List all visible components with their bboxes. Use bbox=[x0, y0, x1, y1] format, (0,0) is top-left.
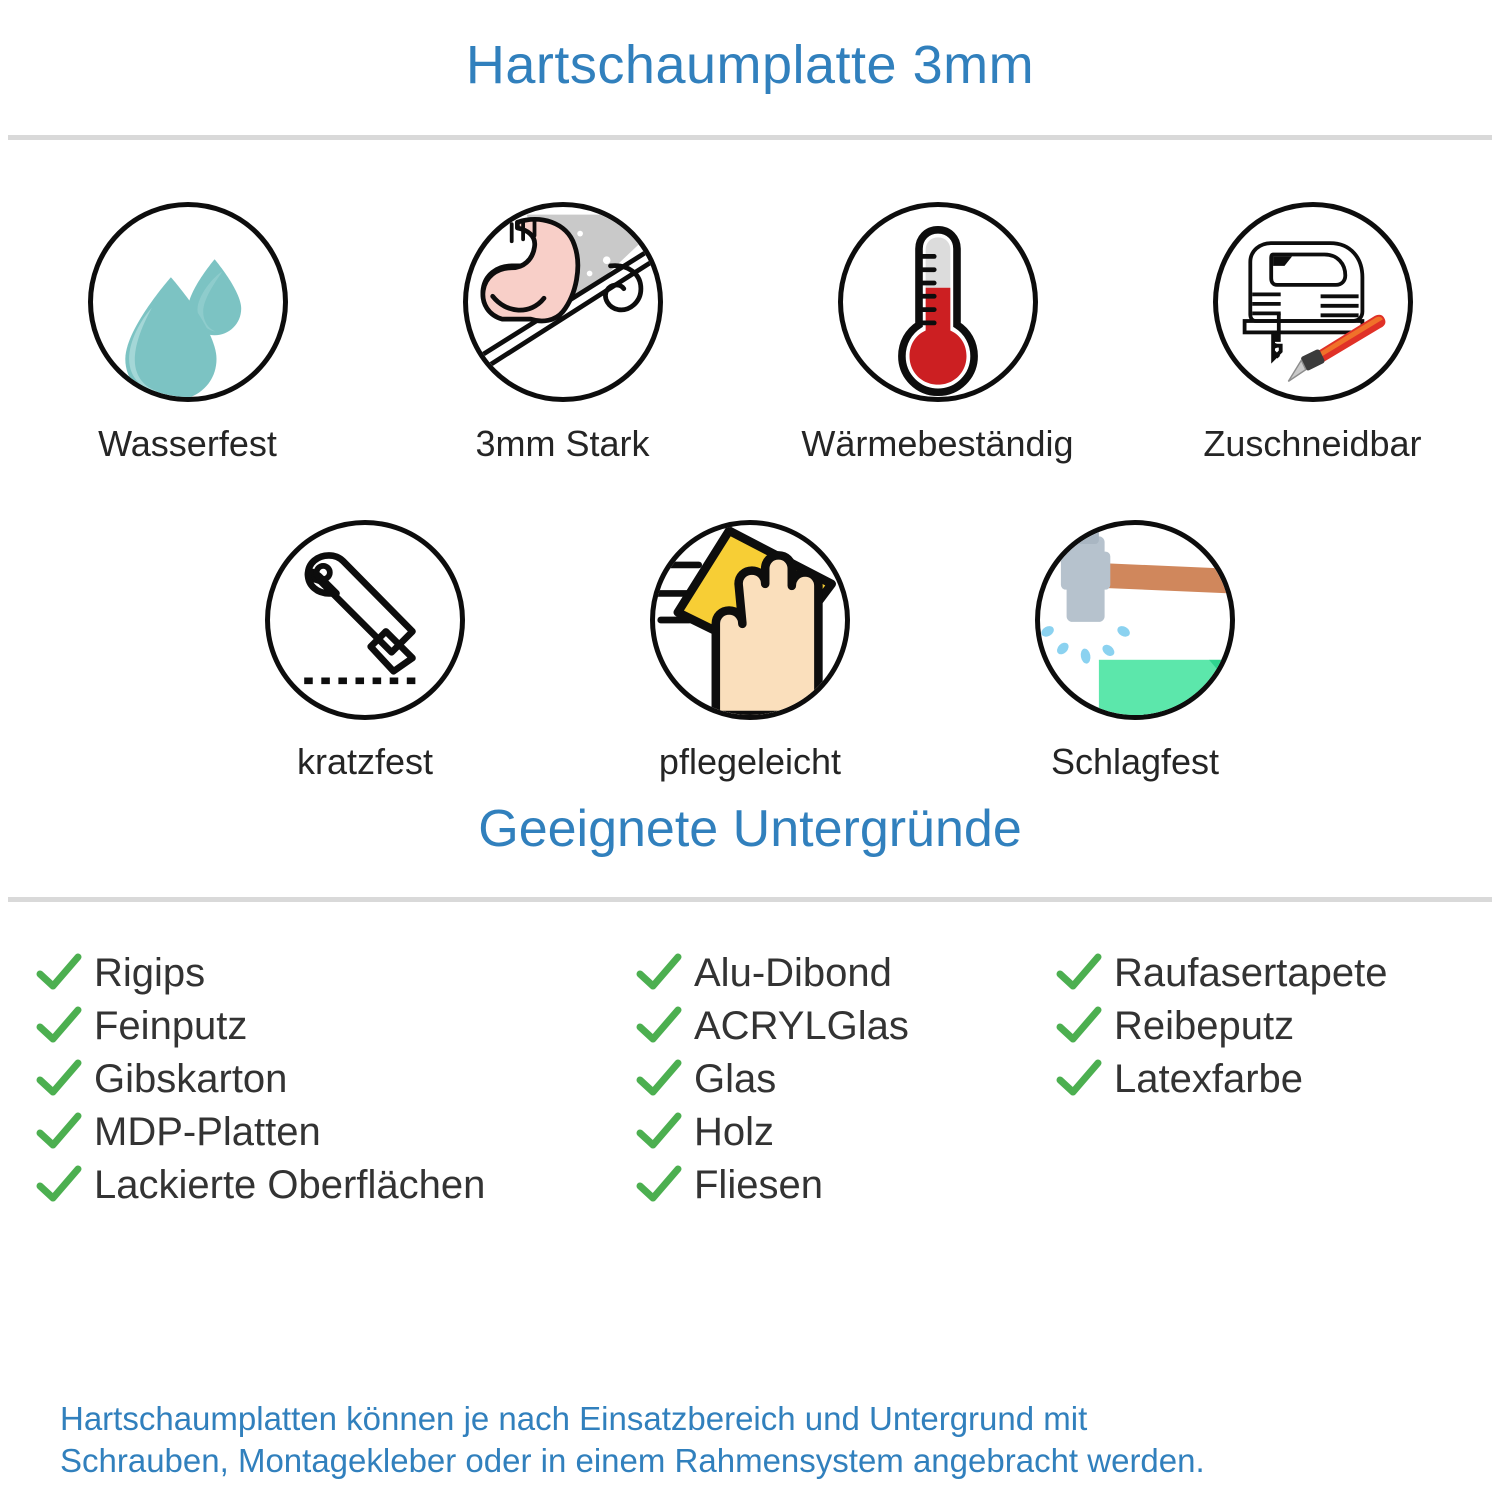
list-item[interactable]: Rigips bbox=[36, 946, 636, 999]
water-drops-icon bbox=[87, 202, 288, 402]
feature-grid: Wasserfest bbox=[0, 140, 1500, 781]
list-item[interactable]: Reibeputz bbox=[1056, 999, 1476, 1052]
substrate-column-1: Rigips Feinputz Gibskarton MDP-Platten L… bbox=[36, 946, 636, 1211]
substrate-column-2: Alu-Dibond ACRYLGlas Glas Holz Fliesen bbox=[636, 946, 1056, 1211]
cutter-knife-icon bbox=[265, 519, 465, 720]
list-item[interactable]: Holz bbox=[636, 1105, 1056, 1158]
check-icon bbox=[1056, 953, 1102, 993]
feature-zuschneidbar[interactable]: Zuschneidbar bbox=[1125, 202, 1500, 464]
check-icon bbox=[1056, 1059, 1102, 1099]
substrate-column-3: Raufasertapete Reibeputz Latexfarbe bbox=[1056, 946, 1476, 1211]
hammer-impact-icon bbox=[1035, 519, 1235, 720]
list-item[interactable]: Feinputz bbox=[36, 999, 636, 1052]
feature-row-1: Wasserfest bbox=[0, 202, 1500, 464]
list-item-label: Rigips bbox=[94, 950, 206, 995]
feature-label: Zuschneidbar bbox=[1203, 423, 1422, 464]
thermometer-icon bbox=[837, 202, 1038, 402]
feature-label: Wärmebeständig bbox=[801, 423, 1074, 464]
list-item-label: Reibeputz bbox=[1114, 1003, 1295, 1048]
check-icon bbox=[636, 1059, 682, 1099]
list-item[interactable]: Gibskarton bbox=[36, 1052, 636, 1105]
list-item-label: Feinputz bbox=[94, 1003, 248, 1048]
feature-pflegeleicht[interactable]: pflegeleicht bbox=[558, 519, 943, 782]
footer-line-2: Schrauben, Montagekleber oder in einem R… bbox=[60, 1441, 1205, 1479]
list-item[interactable]: Glas bbox=[636, 1052, 1056, 1105]
check-icon bbox=[36, 1165, 82, 1205]
check-icon bbox=[36, 1112, 82, 1152]
feature-waermebestaendig[interactable]: Wärmebeständig bbox=[750, 202, 1125, 464]
feature-label: pflegeleicht bbox=[658, 740, 842, 782]
list-item[interactable]: Lackierte Oberflächen bbox=[36, 1158, 636, 1211]
check-icon bbox=[636, 953, 682, 993]
feature-label: Schlagfest bbox=[1050, 740, 1220, 782]
hand-cloth-icon bbox=[650, 519, 850, 720]
list-item-label: Lackierte Oberflächen bbox=[94, 1162, 486, 1207]
check-icon bbox=[636, 1112, 682, 1152]
list-item-label: Latexfarbe bbox=[1114, 1056, 1304, 1101]
list-item[interactable]: MDP-Platten bbox=[36, 1105, 636, 1158]
feature-schlagfest[interactable]: Schlagfest bbox=[943, 519, 1328, 782]
feature-wasserfest[interactable]: Wasserfest bbox=[0, 202, 375, 464]
list-item[interactable]: Raufasertapete bbox=[1056, 946, 1476, 999]
check-icon bbox=[36, 1006, 82, 1046]
footer-line-1: Hartschaumplatten können je nach Einsatz… bbox=[60, 1400, 1088, 1437]
feature-kratzfest[interactable]: kratzfest bbox=[173, 519, 558, 782]
page-title: Hartschaumplatte 3mm bbox=[465, 35, 1035, 95]
list-item-label: Alu-Dibond bbox=[694, 950, 892, 995]
list-item-label: MDP-Platten bbox=[94, 1109, 321, 1154]
footer-note: Hartschaumplatten können je nach Einsatz… bbox=[60, 1398, 1470, 1482]
list-item-label: Fliesen bbox=[694, 1162, 823, 1207]
list-item[interactable]: ACRYLGlas bbox=[636, 999, 1056, 1052]
list-item[interactable]: Alu-Dibond bbox=[636, 946, 1056, 999]
list-item-label: Holz bbox=[694, 1109, 775, 1154]
feature-label: Wasserfest bbox=[98, 423, 277, 464]
list-item-label: Glas bbox=[694, 1056, 777, 1101]
list-item[interactable]: Latexfarbe bbox=[1056, 1052, 1476, 1105]
check-icon bbox=[36, 1059, 82, 1099]
check-icon bbox=[636, 1006, 682, 1046]
feature-label: kratzfest bbox=[296, 740, 434, 782]
list-item-label: Gibskarton bbox=[94, 1056, 288, 1101]
jigsaw-scalpel-icon bbox=[1212, 202, 1413, 402]
list-item[interactable]: Fliesen bbox=[636, 1158, 1056, 1211]
substrate-list: Rigips Feinputz Gibskarton MDP-Platten L… bbox=[0, 902, 1500, 1211]
feature-label: 3mm Stark bbox=[475, 423, 650, 464]
feature-3mm-stark[interactable]: 3mm Stark bbox=[375, 202, 750, 464]
list-item-label: Raufasertapete bbox=[1114, 950, 1388, 995]
divider-top bbox=[8, 135, 1492, 140]
section-title: Geeignete Untergründe bbox=[478, 800, 1022, 859]
check-icon bbox=[636, 1165, 682, 1205]
check-icon bbox=[1056, 1006, 1102, 1046]
feature-row-2: kratzfest pflegeleicht bbox=[0, 519, 1500, 782]
check-icon bbox=[36, 953, 82, 993]
flexed-bicep-icon bbox=[462, 202, 663, 402]
divider-bottom bbox=[8, 897, 1492, 903]
list-item-label: ACRYLGlas bbox=[694, 1003, 909, 1048]
